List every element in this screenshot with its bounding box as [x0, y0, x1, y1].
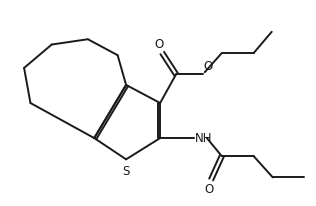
Text: S: S: [122, 165, 130, 178]
Text: NH: NH: [195, 132, 213, 145]
Text: O: O: [155, 38, 164, 51]
Text: O: O: [204, 183, 214, 196]
Text: O: O: [204, 60, 213, 73]
